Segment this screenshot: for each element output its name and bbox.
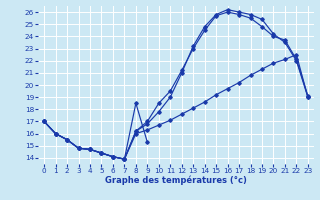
X-axis label: Graphe des températures (°c): Graphe des températures (°c): [105, 176, 247, 185]
